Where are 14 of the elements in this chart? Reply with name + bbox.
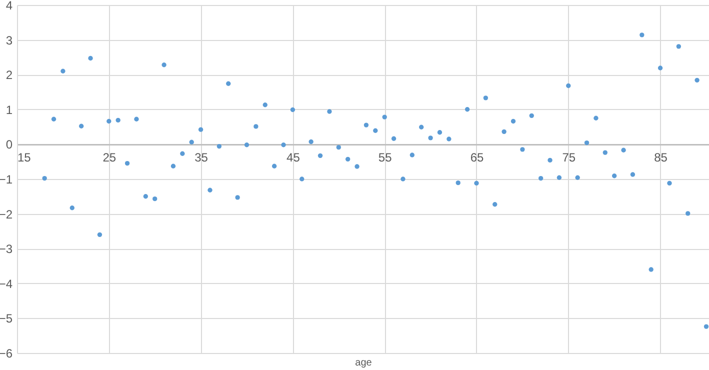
x-tick-label: 85 [654,150,668,165]
x-tick-label: 65 [470,150,484,165]
x-tick-label: 45 [286,150,300,165]
x-tick-label: 15 [18,150,32,165]
x-tick-label: 35 [194,150,208,165]
y-tick-label: 3 [6,33,13,48]
y-tick-label: 0 [6,138,13,152]
x-tick-label: 25 [102,150,116,165]
x-tick-label: 75 [562,150,576,165]
y-tick-label: 4 [6,0,13,12]
x-axis-title: age [355,358,372,368]
x-tick-label: 55 [378,150,392,165]
y-tick-label: 2 [6,68,13,82]
y-tick-label: 1 [6,102,13,117]
